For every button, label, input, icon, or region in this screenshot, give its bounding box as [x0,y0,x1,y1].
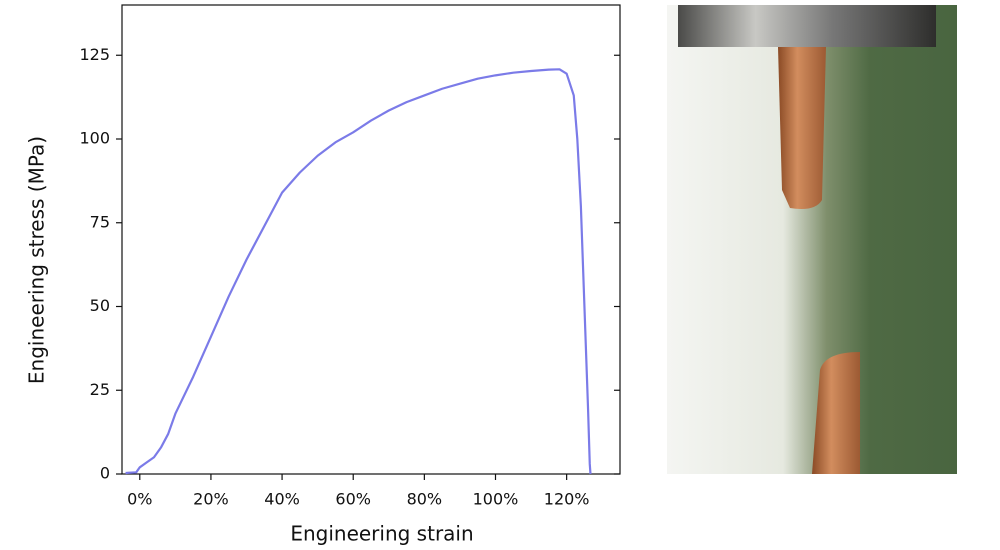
y-tick-label: 125 [79,45,110,64]
specimen-photo [667,5,957,474]
y-tick-label: 100 [79,129,110,148]
y-tick-label: 25 [90,380,110,399]
y-axis-label: Engineering stress (MPa) [25,136,49,384]
plot-area: 0 25 50 75 100 125 0% 20% 40% 60% 80% 100% 120% [79,45,620,509]
y-tick-label: 75 [90,212,110,231]
x-tick-label: 0% [127,490,152,509]
x-tick-label: 20% [193,490,229,509]
x-tick-label: 80% [407,490,443,509]
x-tick-label: 120% [544,490,590,509]
x-tick-label: 40% [264,490,300,509]
data-line [125,68,592,475]
x-tick-label: 60% [335,490,371,509]
x-tick-label: 100% [473,490,519,509]
y-tick-label: 0 [100,464,110,483]
y-tick-label: 50 [90,296,110,315]
x-axis-label: Engineering strain [290,522,473,546]
plot-frame [121,4,621,475]
